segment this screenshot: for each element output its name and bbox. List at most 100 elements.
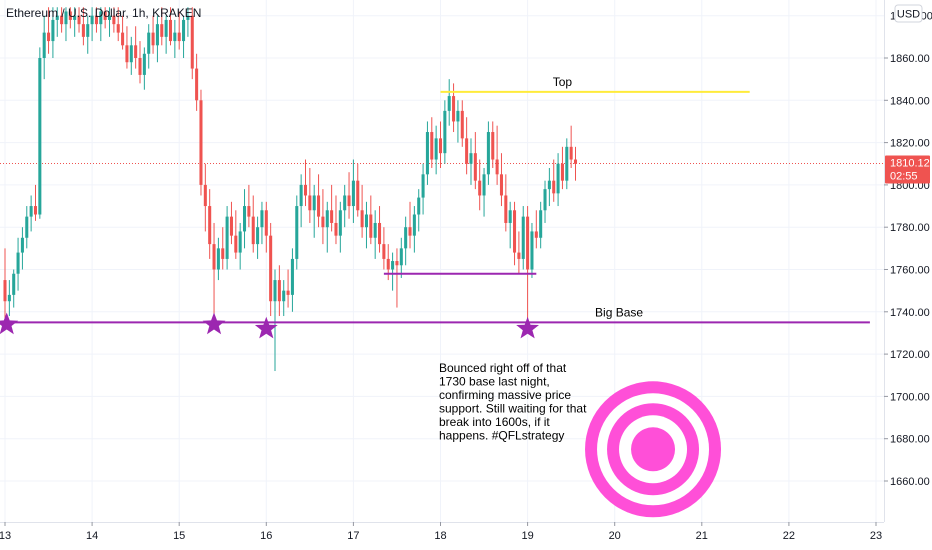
candle-body[interactable] xyxy=(473,153,477,181)
candle-body[interactable] xyxy=(399,248,403,266)
candle-body[interactable] xyxy=(243,206,247,232)
candle-body[interactable] xyxy=(504,195,508,223)
candle-body[interactable] xyxy=(321,216,325,228)
candle-body[interactable] xyxy=(508,210,512,223)
candle-body[interactable] xyxy=(7,294,11,302)
candle-body[interactable] xyxy=(552,180,556,194)
candle-body[interactable] xyxy=(116,24,120,33)
candle-body[interactable] xyxy=(38,58,42,215)
candle-body[interactable] xyxy=(73,15,77,20)
candle-body[interactable] xyxy=(382,244,386,259)
candle-body[interactable] xyxy=(195,68,199,101)
candle-body[interactable] xyxy=(47,32,51,42)
candle-body[interactable] xyxy=(125,45,129,63)
star-marker[interactable] xyxy=(0,312,19,335)
candle-body[interactable] xyxy=(64,11,68,25)
candle-body[interactable] xyxy=(290,258,294,295)
candle-body[interactable] xyxy=(99,11,103,25)
candle-body[interactable] xyxy=(282,290,286,302)
candle-body[interactable] xyxy=(260,210,264,228)
candle-body[interactable] xyxy=(556,163,560,194)
candle-body[interactable] xyxy=(369,214,373,238)
candle-body[interactable] xyxy=(81,24,85,37)
candle-body[interactable] xyxy=(90,15,94,25)
candle-body[interactable] xyxy=(186,15,190,20)
candle-body[interactable] xyxy=(177,32,181,42)
candle-body[interactable] xyxy=(334,222,338,236)
candle-body[interactable] xyxy=(103,11,107,20)
candle-body[interactable] xyxy=(221,248,225,259)
candle-body[interactable] xyxy=(299,184,303,207)
candle-body[interactable] xyxy=(234,235,238,253)
candle-body[interactable] xyxy=(142,53,146,75)
candle-body[interactable] xyxy=(182,19,186,42)
candle-body[interactable] xyxy=(160,24,164,37)
candle-body[interactable] xyxy=(351,180,355,207)
candle-body[interactable] xyxy=(190,15,194,69)
candle-body[interactable] xyxy=(264,210,268,236)
candle-body[interactable] xyxy=(68,11,72,20)
candle-body[interactable] xyxy=(364,214,368,228)
candle-body[interactable] xyxy=(86,24,90,37)
last-price-badge[interactable] xyxy=(885,155,930,184)
candle-body[interactable] xyxy=(121,32,125,46)
candle-body[interactable] xyxy=(378,222,382,245)
candle-body[interactable] xyxy=(251,216,255,245)
candle-body[interactable] xyxy=(469,153,473,164)
candle-body[interactable] xyxy=(526,216,530,270)
candle-body[interactable] xyxy=(438,138,443,154)
candle-body[interactable] xyxy=(199,100,203,185)
candle-body[interactable] xyxy=(216,248,220,270)
candle-body[interactable] xyxy=(499,174,503,196)
candle-body[interactable] xyxy=(404,227,408,249)
candle-body[interactable] xyxy=(107,15,112,20)
currency-button[interactable]: USD xyxy=(894,4,923,23)
candle-body[interactable] xyxy=(347,195,351,207)
candle-body[interactable] xyxy=(491,132,495,160)
star-marker[interactable] xyxy=(254,316,278,339)
candle-body[interactable] xyxy=(138,58,142,75)
candle-body[interactable] xyxy=(521,216,525,259)
candle-body[interactable] xyxy=(273,280,277,302)
candle-body[interactable] xyxy=(317,195,321,217)
candle-body[interactable] xyxy=(168,19,173,42)
candle-body[interactable] xyxy=(569,146,573,160)
candle-body[interactable] xyxy=(534,231,538,238)
candle-body[interactable] xyxy=(338,210,342,236)
plot-area[interactable] xyxy=(0,7,884,372)
candle-body[interactable] xyxy=(42,32,46,58)
candle-body[interactable] xyxy=(25,216,29,238)
candle-body[interactable] xyxy=(325,210,329,228)
candle-body[interactable] xyxy=(373,222,377,238)
candle-body[interactable] xyxy=(3,280,7,302)
candle-body[interactable] xyxy=(286,290,290,295)
candle-body[interactable] xyxy=(51,19,55,42)
candle-body[interactable] xyxy=(443,110,447,154)
candle-body[interactable] xyxy=(530,231,534,270)
candle-body[interactable] xyxy=(77,15,81,25)
candle-body[interactable] xyxy=(208,206,212,245)
candle-body[interactable] xyxy=(256,227,260,245)
candle-body[interactable] xyxy=(303,184,308,196)
star-marker[interactable] xyxy=(202,312,226,335)
candle-body[interactable] xyxy=(495,159,499,175)
candle-body[interactable] xyxy=(94,15,98,25)
candle-body[interactable] xyxy=(408,227,412,236)
candle-body[interactable] xyxy=(238,231,242,253)
candle-body[interactable] xyxy=(129,45,133,63)
candle-body[interactable] xyxy=(29,206,33,217)
annotations[interactable]: Top Big Base Bounced right off of that1730… xyxy=(0,75,870,518)
candle-body[interactable] xyxy=(395,261,399,266)
candle-body[interactable] xyxy=(360,210,364,228)
candle-body[interactable] xyxy=(229,216,233,236)
candle-body[interactable] xyxy=(425,132,429,175)
candle-body[interactable] xyxy=(112,15,116,25)
candle-body[interactable] xyxy=(277,280,281,302)
candle-body[interactable] xyxy=(308,195,312,211)
candle-body[interactable] xyxy=(547,180,551,190)
candle-body[interactable] xyxy=(330,210,334,223)
candle-body[interactable] xyxy=(269,235,273,302)
candle-body[interactable] xyxy=(486,132,490,175)
